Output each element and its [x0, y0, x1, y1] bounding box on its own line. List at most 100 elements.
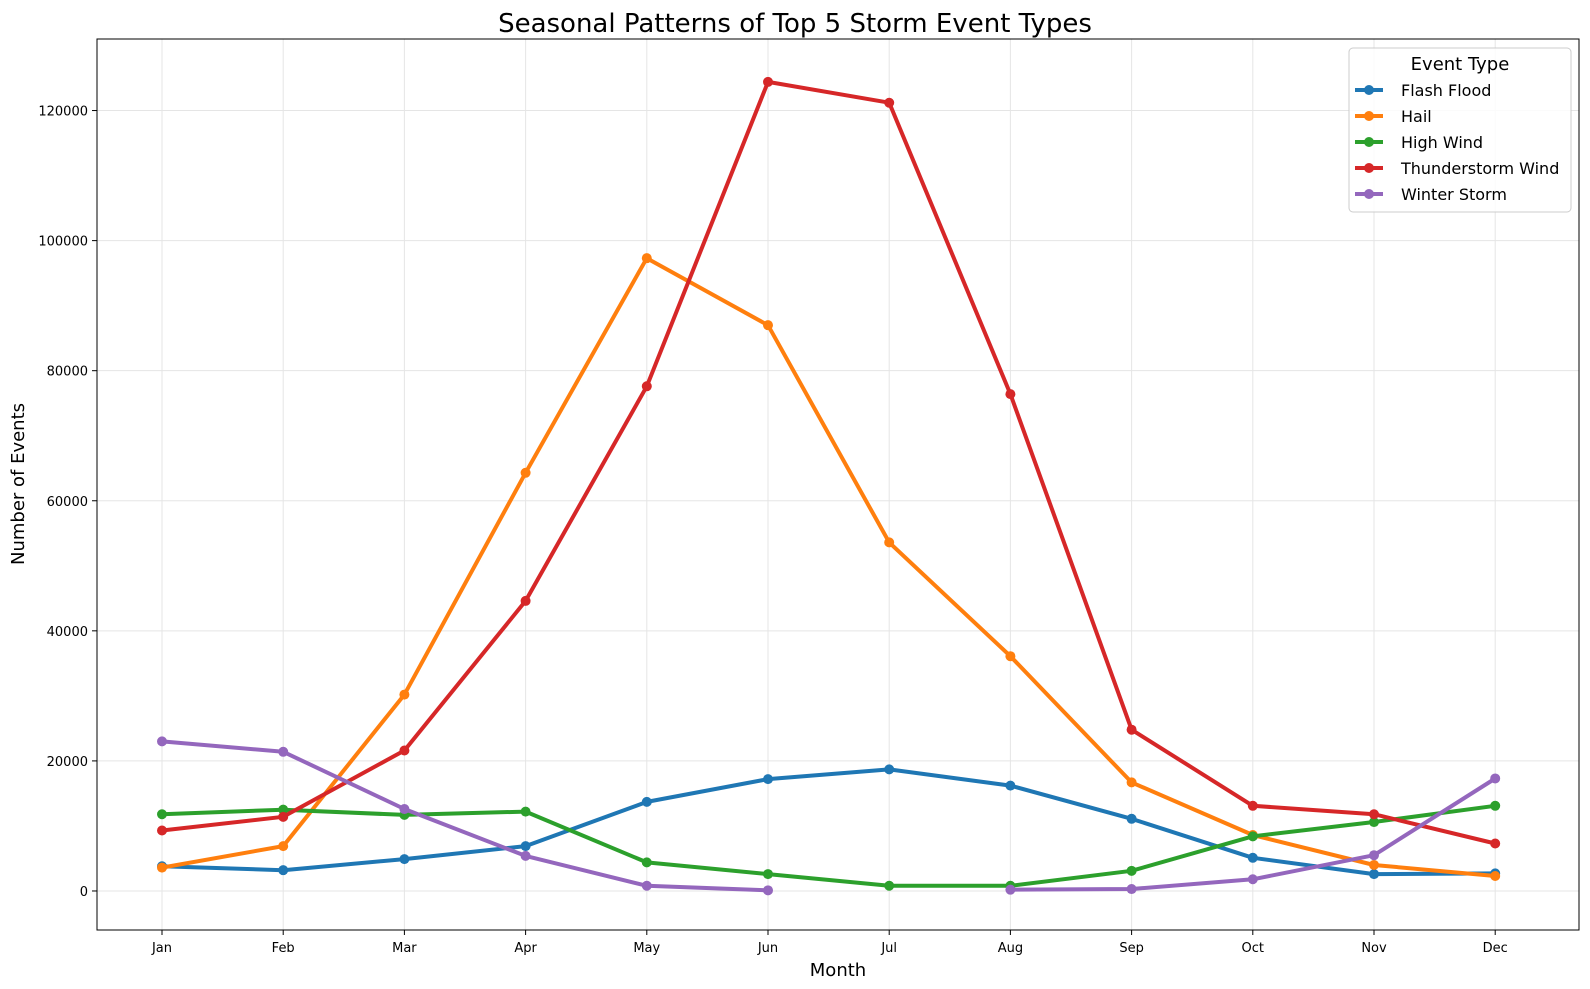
x-axis-label: Month: [810, 960, 866, 981]
data-point-winter-storm: [399, 804, 410, 815]
data-point-hail: [278, 841, 289, 852]
legend-marker: [1364, 85, 1374, 95]
data-point-hail: [1126, 777, 1137, 788]
plot-area-frame: [96, 38, 1580, 931]
legend-marker: [1364, 163, 1374, 173]
y-tick-label: 120000: [38, 105, 88, 120]
data-point-high-wind: [884, 880, 895, 891]
data-point-thunderstorm-wind: [157, 825, 167, 836]
data-point-thunderstorm-wind: [1126, 724, 1137, 735]
data-point-thunderstorm-wind: [884, 97, 895, 108]
data-point-winter-storm: [1369, 850, 1379, 861]
series-high-wind: [157, 800, 1501, 891]
legend-label: Winter Storm: [1401, 185, 1507, 204]
legend-item-hail: Hail: [1355, 107, 1432, 126]
data-point-winter-storm: [1247, 874, 1258, 885]
y-tick-label: 40000: [47, 625, 88, 640]
data-point-winter-storm: [641, 880, 652, 891]
data-point-high-wind: [1126, 865, 1137, 876]
data-point-thunderstorm-wind: [763, 76, 773, 87]
legend-label: Hail: [1401, 107, 1432, 126]
y-tick-label: 60000: [47, 495, 88, 510]
legend-box: [1348, 47, 1572, 213]
y-axis: 0 20000 40000 60000 80000 100000 120000: [38, 105, 97, 900]
y-tick-label: 20000: [47, 755, 88, 770]
data-point-hail: [1369, 859, 1379, 870]
data-point-high-wind: [278, 804, 289, 815]
x-tick-label: Sep: [1119, 941, 1144, 956]
data-point-hail: [763, 320, 773, 331]
legend-marker: [1364, 189, 1374, 199]
series-winter-storm: [157, 736, 1501, 896]
data-point-high-wind: [520, 806, 531, 817]
legend: Event Type Flash Flood Hail High Wind Thund…: [1348, 47, 1572, 213]
data-point-hail: [157, 862, 167, 873]
data-point-flash-flood: [1126, 813, 1137, 824]
y-axis-label: Number of Events: [8, 403, 29, 565]
legend-item-winter-storm: Winter Storm: [1355, 185, 1507, 204]
series-thunderstorm-wind: [157, 76, 1501, 849]
series-line-hail: [161, 256, 1496, 878]
data-point-high-wind: [157, 809, 167, 820]
legend-item-high-wind: High Wind: [1355, 133, 1483, 152]
x-tick-label: Oct: [1242, 941, 1264, 956]
data-point-hail: [520, 467, 531, 478]
data-point-flash-flood: [763, 774, 773, 785]
data-point-winter-storm: [1005, 884, 1016, 895]
x-tick-label: May: [633, 941, 660, 956]
x-tick-label: Dec: [1483, 941, 1508, 956]
x-axis: Jan Feb Mar Apr May Jun Jul Aug Sep Oct Nov Dec: [151, 930, 1508, 956]
data-point-thunderstorm-wind: [1369, 809, 1379, 820]
series-lines: [157, 76, 1501, 896]
data-point-flash-flood: [884, 764, 895, 775]
data-point-hail: [1490, 871, 1501, 882]
x-tick-label: Feb: [272, 941, 295, 956]
legend-label: Flash Flood: [1401, 81, 1491, 100]
data-point-high-wind: [1247, 831, 1258, 842]
data-point-winter-storm: [278, 746, 289, 757]
series-line-flash-flood: [161, 767, 1496, 877]
legend-title: Event Type: [1411, 54, 1510, 75]
data-point-thunderstorm-wind: [520, 595, 531, 606]
data-point-thunderstorm-wind: [1490, 838, 1501, 849]
data-point-winter-storm: [1126, 884, 1137, 895]
data-point-winter-storm: [763, 885, 773, 896]
series-line-winter-storm: [161, 739, 1497, 893]
data-point-flash-flood: [1005, 780, 1016, 791]
legend-marker: [1364, 111, 1374, 121]
data-point-thunderstorm-wind: [278, 811, 289, 822]
data-point-thunderstorm-wind: [399, 745, 410, 756]
legend-label: Thunderstorm Wind: [1400, 159, 1559, 178]
data-point-winter-storm: [520, 850, 531, 861]
data-point-high-wind: [641, 857, 652, 868]
chart-title: Seasonal Patterns of Top 5 Storm Event T…: [498, 9, 1092, 39]
data-point-hail: [641, 253, 652, 264]
y-tick-label: 0: [80, 885, 88, 900]
x-tick-label: Aug: [998, 941, 1023, 956]
x-tick-label: Jul: [880, 941, 897, 956]
data-point-thunderstorm-wind: [1247, 800, 1258, 811]
data-point-thunderstorm-wind: [641, 381, 652, 392]
data-point-flash-flood: [1247, 852, 1258, 863]
x-tick-label: Nov: [1361, 941, 1387, 956]
data-point-winter-storm: [157, 736, 167, 747]
data-point-high-wind: [1490, 800, 1501, 811]
data-point-hail: [399, 689, 410, 700]
data-point-hail: [884, 537, 895, 548]
x-tick-label: Jun: [757, 941, 778, 956]
data-point-flash-flood: [278, 865, 289, 876]
legend-marker: [1364, 137, 1374, 147]
data-point-winter-storm: [1490, 773, 1501, 784]
y-tick-label: 100000: [38, 235, 88, 250]
series-line-thunderstorm-wind: [161, 79, 1496, 846]
data-point-high-wind: [763, 869, 773, 880]
legend-item-flash-flood: Flash Flood: [1355, 81, 1491, 100]
series-flash-flood: [157, 764, 1501, 880]
data-point-flash-flood: [520, 841, 531, 852]
x-tick-label: Mar: [392, 941, 417, 956]
data-point-flash-flood: [399, 854, 410, 865]
legend-item-thunderstorm-wind: Thunderstorm Wind: [1355, 159, 1559, 178]
series-line-high-wind: [161, 803, 1496, 888]
data-point-hail: [1005, 651, 1016, 662]
